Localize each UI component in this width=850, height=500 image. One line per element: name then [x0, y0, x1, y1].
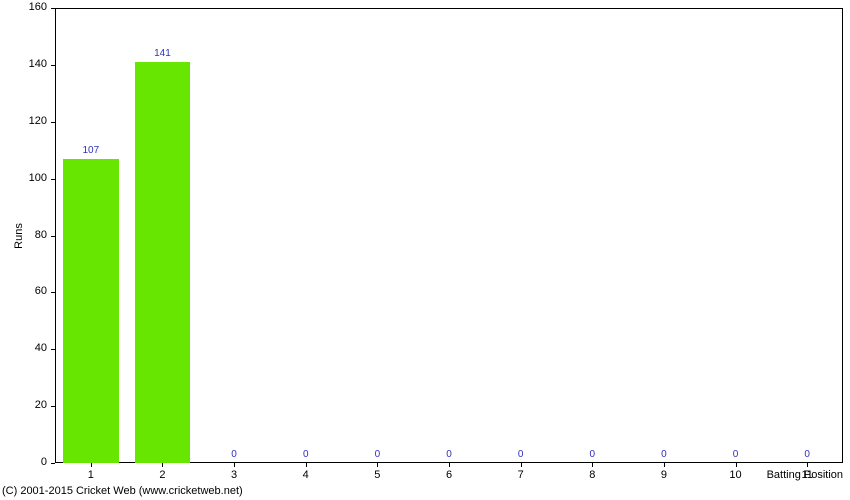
- bar-value-label: 0: [711, 449, 761, 460]
- y-tick-label: 140: [29, 58, 47, 70]
- bar: [63, 159, 119, 463]
- x-tick-label: 3: [214, 469, 254, 481]
- bar-value-label: 107: [66, 145, 116, 156]
- x-tick-mark: [664, 463, 665, 467]
- x-tick-mark: [234, 463, 235, 467]
- y-tick-mark: [51, 179, 55, 180]
- chart-container: 020406080100120140160 1234567891011 1071…: [0, 0, 850, 500]
- y-tick-label: 120: [29, 115, 47, 127]
- bar: [135, 62, 191, 463]
- x-tick-mark: [306, 463, 307, 467]
- y-tick-label: 0: [41, 456, 47, 468]
- x-tick-mark: [91, 463, 92, 467]
- x-tick-mark: [521, 463, 522, 467]
- x-tick-label: 5: [357, 469, 397, 481]
- x-tick-label: 1: [71, 469, 111, 481]
- bar-value-label: 0: [496, 449, 546, 460]
- bar-value-label: 0: [424, 449, 474, 460]
- y-tick-mark: [51, 292, 55, 293]
- x-tick-mark: [377, 463, 378, 467]
- x-tick-label: 10: [716, 469, 756, 481]
- y-tick-label: 100: [29, 172, 47, 184]
- bar-value-label: 141: [137, 48, 187, 59]
- y-tick-label: 160: [29, 1, 47, 13]
- bar-value-label: 0: [209, 449, 259, 460]
- x-tick-label: 9: [644, 469, 684, 481]
- x-tick-label: 6: [429, 469, 469, 481]
- y-tick-mark: [51, 236, 55, 237]
- bar-value-label: 0: [639, 449, 689, 460]
- bar-value-label: 0: [281, 449, 331, 460]
- bar-value-label: 0: [352, 449, 402, 460]
- y-tick-mark: [51, 8, 55, 9]
- y-tick-label: 40: [35, 342, 47, 354]
- x-tick-mark: [449, 463, 450, 467]
- x-tick-mark: [807, 463, 808, 467]
- y-tick-mark: [51, 406, 55, 407]
- copyright-text: (C) 2001-2015 Cricket Web (www.cricketwe…: [2, 485, 243, 497]
- x-tick-label: 7: [501, 469, 541, 481]
- y-tick-label: 20: [35, 399, 47, 411]
- x-tick-mark: [592, 463, 593, 467]
- y-axis-label: Runs: [13, 223, 25, 249]
- y-tick-label: 60: [35, 285, 47, 297]
- x-tick-label: 4: [286, 469, 326, 481]
- y-tick-label: 80: [35, 229, 47, 241]
- y-tick-mark: [51, 463, 55, 464]
- x-tick-mark: [736, 463, 737, 467]
- y-tick-mark: [51, 349, 55, 350]
- x-axis-label: Batting Position: [767, 469, 843, 481]
- y-tick-mark: [51, 65, 55, 66]
- bar-value-label: 0: [567, 449, 617, 460]
- x-tick-label: 2: [142, 469, 182, 481]
- y-tick-mark: [51, 122, 55, 123]
- x-tick-mark: [162, 463, 163, 467]
- bar-value-label: 0: [782, 449, 832, 460]
- x-tick-label: 8: [572, 469, 612, 481]
